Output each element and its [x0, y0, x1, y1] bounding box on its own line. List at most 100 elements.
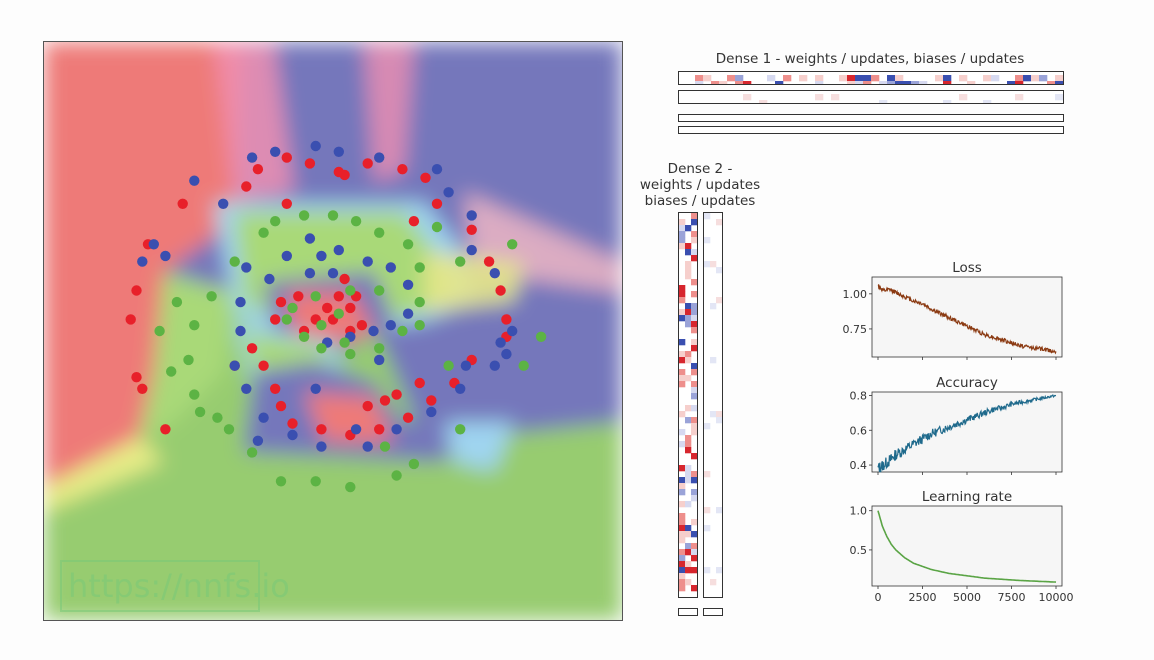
scatter-point-red	[293, 291, 304, 302]
scatter-point-blue	[455, 383, 466, 394]
scatter-point-green	[183, 354, 194, 366]
dense1-weights-matrix	[678, 71, 1064, 85]
scatter-point-red	[501, 314, 512, 325]
scatter-point-red	[270, 383, 281, 394]
scatter-point-red	[339, 273, 350, 285]
dense2-biases-vector	[678, 608, 698, 616]
scatter-point-red	[137, 383, 148, 394]
scatter-point-green	[402, 239, 414, 250]
scatter-point-green	[379, 441, 391, 452]
scatter-point-red	[287, 418, 298, 429]
scatter-point-red	[431, 198, 443, 209]
dense1-bias-updates-vector	[678, 126, 1064, 134]
scatter-point-blue	[241, 262, 252, 273]
scatter-point-blue	[218, 198, 229, 209]
scatter-point-red	[275, 296, 287, 308]
accuracy-ytick-label: 0.6	[850, 424, 868, 437]
scatter-point-green	[443, 360, 454, 371]
learning-rate-line	[877, 510, 1057, 583]
scatter-point-blue	[316, 441, 327, 452]
scatter-point-blue	[362, 256, 373, 267]
decision-boundary-svg	[44, 42, 622, 620]
accuracy-title: Accuracy	[936, 375, 998, 391]
scatter-point-red	[408, 216, 420, 227]
scatter-point-blue	[391, 424, 402, 435]
scatter-point-blue	[495, 337, 506, 348]
scatter-point-red	[362, 400, 373, 412]
scatter-point-green	[310, 476, 321, 487]
scatter-point-red	[466, 224, 477, 235]
d1-wu-cells	[743, 94, 1063, 103]
scatter-point-red	[345, 302, 356, 314]
scatter-point-green	[229, 256, 240, 267]
scatter-points	[125, 140, 547, 493]
scatter-point-blue	[148, 239, 159, 250]
d2-w-cells	[679, 213, 697, 592]
scatter-point-blue	[489, 360, 500, 371]
scatter-point-green	[339, 337, 350, 348]
scatter-point-green	[212, 412, 223, 423]
scatter-point-blue	[431, 164, 443, 175]
scatter-point-green	[287, 302, 298, 314]
dense2-weights-matrix	[678, 212, 698, 598]
learning-rate-axes	[871, 505, 1063, 587]
scatter-point-blue	[310, 140, 321, 152]
d1-w-cells	[695, 75, 1063, 84]
scatter-point-blue	[287, 429, 298, 441]
scatter-point-red	[252, 164, 264, 175]
dense2-title-line-3: biases / updates	[644, 193, 756, 209]
dense2-title-line-2: weights / updates	[639, 177, 761, 193]
scatter-point-red	[131, 372, 142, 383]
scatter-point-blue	[426, 406, 437, 418]
scatter-point-red	[275, 400, 287, 412]
scatter-point-green	[518, 360, 529, 371]
scatter-point-blue	[310, 383, 321, 394]
scatter-point-blue	[333, 244, 344, 256]
learning-rate-xtick-label: 2500	[909, 591, 937, 604]
scatter-point-blue	[235, 325, 246, 337]
scatter-point-blue	[160, 250, 171, 262]
scatter-point-green	[397, 325, 408, 337]
dense1-weight-updates-matrix	[678, 90, 1064, 104]
learning-rate-xtick-label: 5000	[953, 591, 981, 604]
scatter-point-red	[402, 412, 414, 423]
scatter-point-red	[362, 158, 373, 169]
scatter-point-green	[408, 458, 420, 470]
scatter-point-green	[333, 308, 344, 319]
dense2-weight-updates-matrix	[703, 212, 723, 598]
scatter-point-red	[495, 285, 506, 296]
scatter-point-red	[391, 389, 402, 400]
scatter-point-green	[350, 216, 362, 227]
scatter-point-red	[241, 181, 252, 192]
scatter-point-blue	[264, 273, 275, 285]
dense2-bias-updates-vector	[703, 608, 723, 616]
dense1-title: Dense 1 - weights / updates, biases / up…	[715, 51, 1025, 67]
scatter-point-blue	[460, 360, 472, 371]
scatter-point-blue	[327, 268, 339, 279]
d2-wu-cells	[704, 213, 722, 586]
scatter-point-blue	[362, 441, 373, 452]
scatter-point-green	[345, 481, 356, 493]
scatter-point-blue	[241, 383, 252, 394]
scatter-point-blue	[189, 175, 200, 186]
scatter-point-blue	[235, 296, 246, 308]
scatter-point-blue	[316, 250, 327, 262]
learning-rate-ytick-label: 0.5	[850, 544, 868, 557]
scatter-point-blue	[402, 279, 414, 290]
scatter-point-green	[189, 389, 200, 400]
dense1-biases-vector	[678, 114, 1064, 122]
scatter-point-red	[281, 198, 292, 209]
scatter-point-green	[431, 221, 443, 233]
decision-boundary-plot: https://nnfs.io	[43, 41, 623, 621]
scatter-point-red	[379, 395, 391, 406]
accuracy-ytick-label: 0.8	[850, 389, 868, 402]
scatter-point-blue	[350, 424, 362, 435]
scatter-point-red	[270, 314, 281, 325]
scatter-point-green	[310, 291, 321, 302]
scatter-point-green	[345, 348, 356, 360]
dense2-title: Dense 2 - weights / updates biases / upd…	[630, 161, 770, 209]
scatter-point-blue	[466, 244, 477, 256]
scatter-point-green	[246, 447, 258, 458]
scatter-point-green	[316, 343, 327, 354]
scatter-point-blue	[507, 325, 518, 337]
